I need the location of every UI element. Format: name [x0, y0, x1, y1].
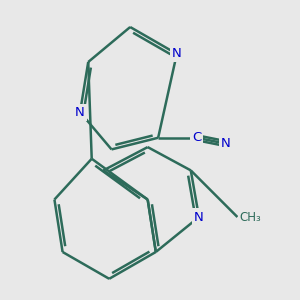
Text: CH₃: CH₃ — [239, 211, 261, 224]
Text: N: N — [194, 211, 204, 224]
Text: C: C — [192, 131, 201, 144]
Text: N: N — [221, 137, 231, 150]
Text: N: N — [75, 106, 85, 118]
Text: N: N — [172, 47, 182, 60]
